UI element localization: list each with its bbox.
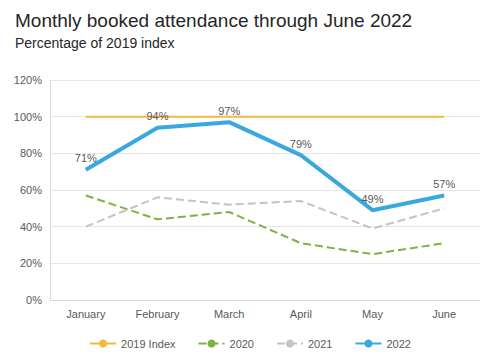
svg-text:2020: 2020: [230, 338, 254, 350]
svg-text:Monthly booked attendance thro: Monthly booked attendance through June 2…: [15, 10, 412, 31]
svg-text:2019 Index: 2019 Index: [121, 338, 176, 350]
svg-text:May: May: [362, 308, 383, 320]
svg-text:49%: 49%: [361, 193, 383, 205]
svg-text:57%: 57%: [433, 178, 455, 190]
svg-text:April: April: [290, 308, 312, 320]
svg-text:2022: 2022: [386, 338, 410, 350]
svg-text:June: June: [432, 308, 456, 320]
svg-text:80%: 80%: [20, 147, 42, 159]
svg-text:0%: 0%: [26, 294, 42, 306]
svg-text:February: February: [135, 308, 180, 320]
svg-text:20%: 20%: [20, 257, 42, 269]
svg-text:Percentage of 2019 index: Percentage of 2019 index: [15, 35, 175, 51]
svg-text:97%: 97%: [218, 105, 240, 117]
svg-text:January: January: [66, 308, 106, 320]
svg-text:40%: 40%: [20, 221, 42, 233]
svg-text:120%: 120%: [14, 74, 42, 86]
svg-text:60%: 60%: [20, 184, 42, 196]
svg-text:2021: 2021: [308, 338, 332, 350]
svg-text:94%: 94%: [146, 110, 168, 122]
svg-text:79%: 79%: [290, 138, 312, 150]
svg-text:March: March: [214, 308, 245, 320]
svg-text:71%: 71%: [75, 152, 97, 164]
svg-text:100%: 100%: [14, 111, 42, 123]
